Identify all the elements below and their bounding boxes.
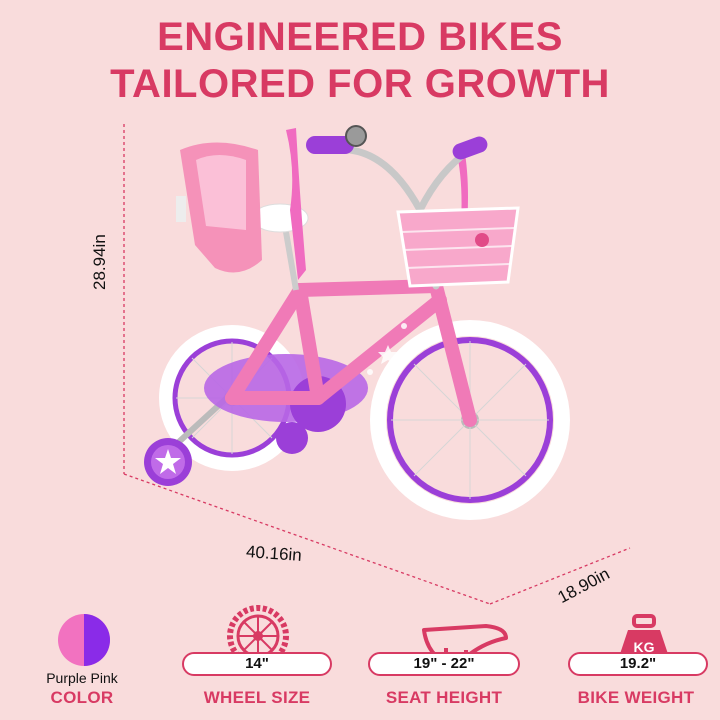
headline: ENGINEERED BIKES TAILORED FOR GROWTH <box>0 14 720 108</box>
color-label: COLOR <box>50 688 114 707</box>
wheel-size-value: 14" <box>182 652 332 676</box>
bike-weight-value: 19.2" <box>568 652 708 676</box>
bell-icon <box>345 125 367 147</box>
seat-height-value: 19" - 22" <box>368 652 520 676</box>
front-basket <box>396 206 520 288</box>
bike-weight-label: BIKE WEIGHT <box>577 688 695 707</box>
wheel-size-label: WHEEL SIZE <box>203 688 311 707</box>
color-value: Purple Pink <box>46 670 118 686</box>
seat-post <box>283 231 299 291</box>
dimension-lines <box>123 124 631 605</box>
left-grip <box>306 136 354 154</box>
bike-frame <box>225 279 477 427</box>
right-grip <box>452 136 488 160</box>
headline-line-1: ENGINEERED BIKES <box>157 15 563 59</box>
headline-line-2: TAILORED FOR GROWTH <box>110 62 610 106</box>
doll-seat <box>176 142 262 273</box>
height-dimension: 28.94in <box>90 234 109 290</box>
frame-decals <box>367 323 407 375</box>
seat-height-label: SEAT HEIGHT <box>385 688 503 707</box>
length-dimension: 40.16in <box>245 542 303 565</box>
